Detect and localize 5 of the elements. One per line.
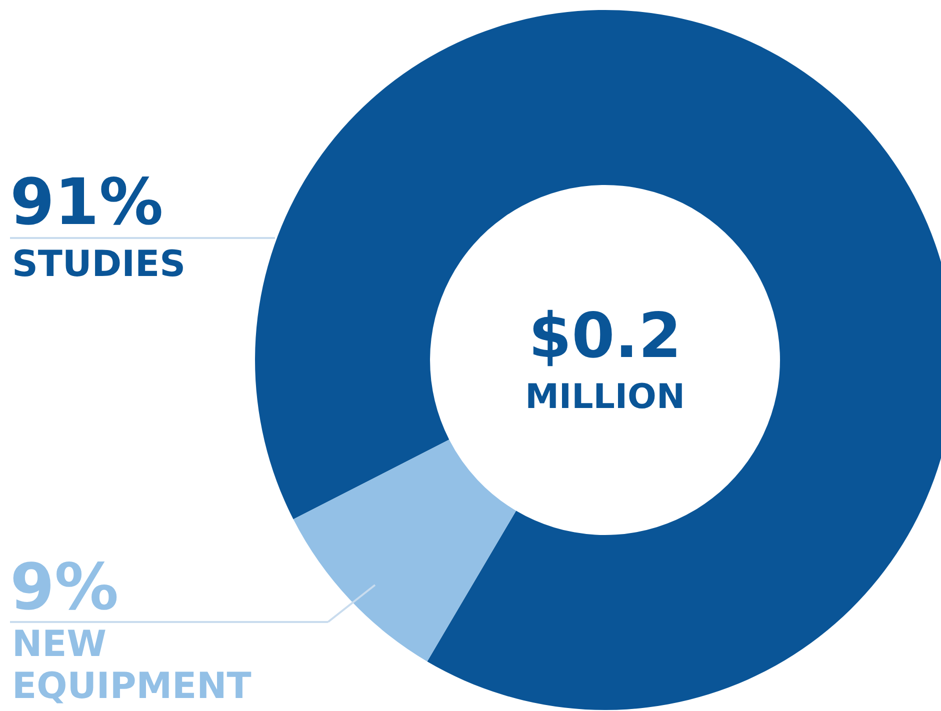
slice-label: STUDIES <box>12 244 186 285</box>
text: $0.2 MILLION <box>525 299 685 417</box>
data-label: 9% <box>10 551 119 625</box>
data-label: 91% <box>10 166 164 240</box>
slice-label: NEW EQUIPMENT <box>12 624 252 707</box>
